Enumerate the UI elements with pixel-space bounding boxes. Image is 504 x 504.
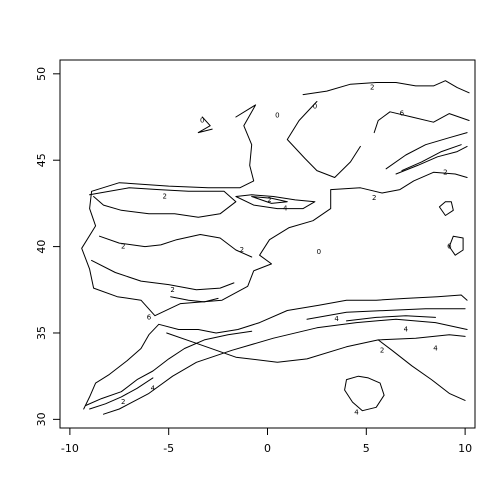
contour-label-14: 6	[147, 313, 152, 321]
contour-line-11	[99, 234, 253, 258]
contour-line-7	[166, 332, 466, 363]
y-tick-label: 30	[35, 412, 48, 426]
contour-line-15	[251, 196, 288, 204]
x-tick-label: 0	[264, 442, 271, 455]
x-axis: -10 -5 0 5 10	[61, 427, 472, 455]
contour-label-15: 4	[334, 315, 339, 323]
contour-line-1	[81, 104, 468, 317]
contour-line-19	[85, 330, 253, 406]
contour-label-17: 4	[433, 345, 438, 353]
contour-line-14	[235, 194, 316, 210]
contour-label-16: 4	[404, 326, 409, 334]
contour-label-21: 4	[354, 408, 359, 416]
contour-label-0: 0	[200, 116, 204, 124]
y-axis: 30 35 40 45 50	[35, 67, 61, 426]
contour-label-13: 2	[170, 286, 174, 294]
contour-line-13	[170, 296, 219, 303]
contour-label-2: 0	[313, 103, 317, 111]
contour-line-17	[395, 145, 468, 175]
contour-label-20: 2	[121, 398, 125, 406]
contour-line-23	[448, 235, 464, 256]
contour-line-21	[306, 308, 466, 320]
contour-line-0	[197, 116, 213, 134]
contour-label-19: 4	[151, 384, 156, 392]
contour-label-22: 2	[443, 168, 447, 176]
contour-label-10: 2	[240, 246, 244, 254]
contour-lines	[81, 80, 470, 415]
contour-label-12: 6	[447, 243, 452, 251]
contour-label-4: 6	[400, 110, 405, 118]
x-tick-label: -5	[163, 442, 174, 455]
contour-label-3: 2	[370, 84, 374, 92]
contour-label-6: 2	[267, 196, 271, 204]
contour-label-18: 2	[380, 346, 384, 354]
contour-label-8: 2	[372, 194, 376, 202]
contour-line-3	[373, 111, 470, 134]
y-tick-label: 35	[35, 326, 48, 340]
contour-label-1: 0	[275, 111, 279, 119]
contour-line-12	[91, 259, 235, 291]
contour-label-11: 0	[317, 248, 321, 256]
contour-line-8	[377, 339, 466, 401]
y-tick-label: 45	[35, 153, 48, 167]
x-tick-label: -10	[61, 442, 79, 455]
contour-line-9	[344, 375, 385, 412]
contour-line-22	[346, 315, 436, 322]
contour-line-16	[385, 132, 468, 170]
x-tick-label: 5	[363, 442, 370, 455]
y-tick-label: 50	[35, 67, 48, 81]
contour-line-18	[401, 144, 462, 172]
contour-label-9: 2	[121, 243, 125, 251]
contour-labels: 0 0 0 2 6 2 2 4 2 2 2 0 6 2 6 4 4 4 2 4 2 4 2	[121, 84, 452, 417]
contour-line-5	[83, 294, 468, 410]
contour-label-7: 4	[283, 205, 288, 213]
y-tick-label: 40	[35, 240, 48, 254]
contour-line-20	[89, 377, 154, 410]
contour-line-2	[302, 80, 470, 96]
contour-line-24	[438, 201, 454, 216]
contour-line-10	[89, 187, 237, 218]
contour-line-6	[103, 318, 468, 415]
x-tick-label: 10	[458, 442, 472, 455]
contour-line-4	[286, 101, 361, 178]
contour-label-5: 2	[163, 192, 167, 200]
